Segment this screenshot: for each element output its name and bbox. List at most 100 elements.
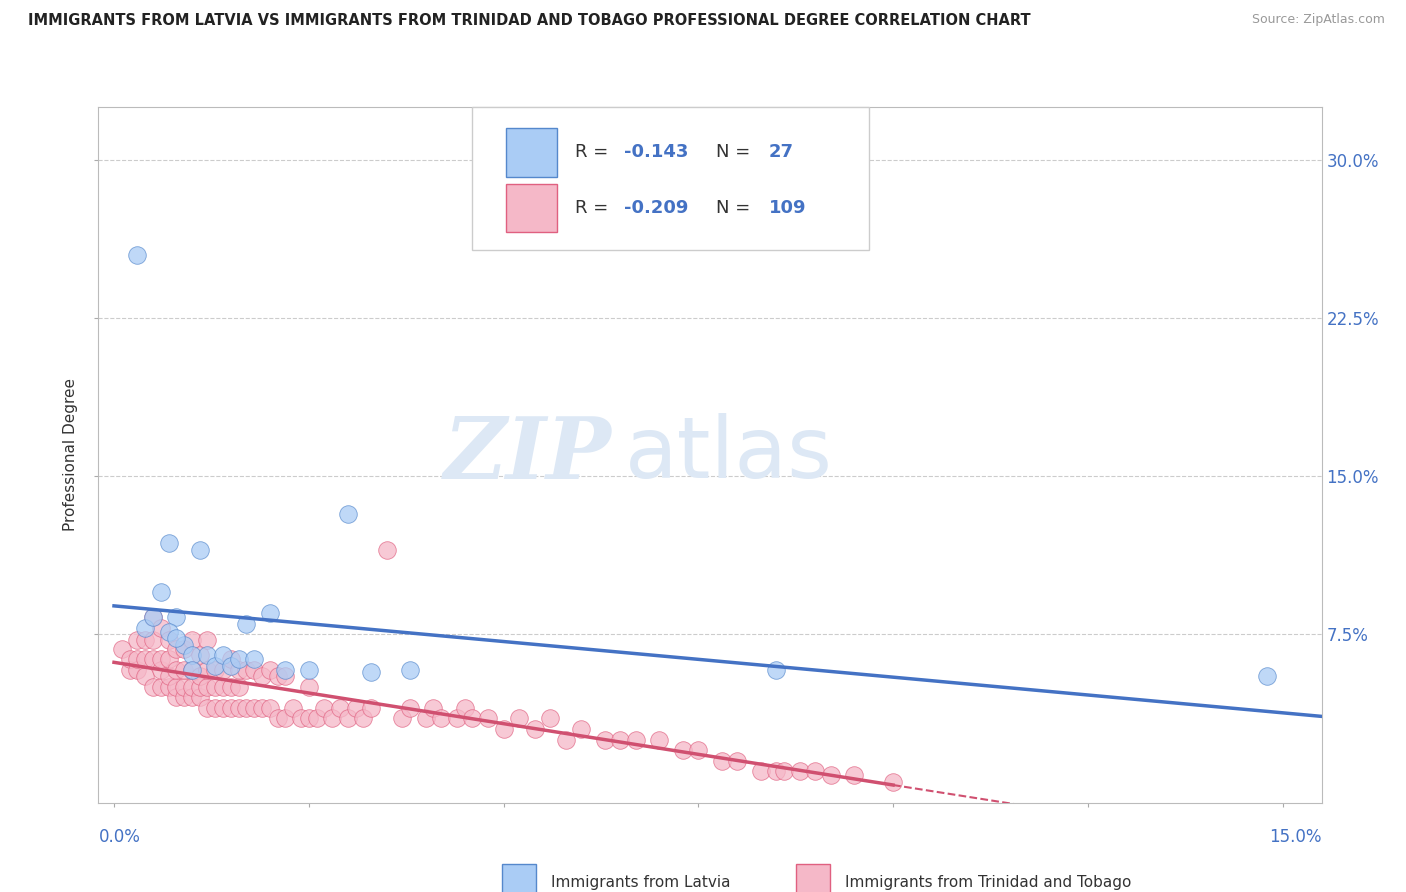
- Text: 15.0%: 15.0%: [1270, 828, 1322, 846]
- Point: [134, 633, 156, 648]
- Text: N =: N =: [716, 144, 756, 161]
- Point: [219, 680, 242, 694]
- Point: [593, 732, 616, 747]
- Point: [243, 652, 266, 666]
- Point: [157, 680, 180, 694]
- Point: [149, 621, 172, 635]
- Point: [228, 701, 250, 715]
- Point: [453, 701, 475, 715]
- Point: [212, 680, 235, 694]
- Point: [212, 701, 235, 715]
- Point: [648, 732, 671, 747]
- Point: [228, 663, 250, 677]
- Point: [336, 711, 359, 725]
- Point: [523, 722, 546, 736]
- Point: [173, 663, 195, 677]
- Point: [352, 711, 374, 725]
- Point: [127, 652, 149, 666]
- Point: [259, 701, 281, 715]
- Point: [360, 665, 382, 679]
- FancyBboxPatch shape: [506, 128, 557, 177]
- Point: [157, 625, 180, 640]
- Point: [228, 652, 250, 666]
- Point: [461, 711, 484, 725]
- Point: [180, 663, 202, 677]
- Text: Immigrants from Latvia: Immigrants from Latvia: [551, 875, 731, 890]
- Point: [415, 711, 437, 725]
- Point: [165, 641, 187, 656]
- Text: -0.143: -0.143: [624, 144, 689, 161]
- FancyBboxPatch shape: [471, 107, 869, 250]
- Point: [188, 648, 211, 663]
- Point: [188, 680, 211, 694]
- Point: [219, 701, 242, 715]
- Point: [446, 711, 468, 725]
- Point: [173, 680, 195, 694]
- Point: [127, 247, 149, 261]
- Point: [149, 663, 172, 677]
- Point: [314, 701, 336, 715]
- Point: [228, 680, 250, 694]
- Point: [165, 632, 187, 646]
- Point: [422, 701, 444, 715]
- Point: [188, 669, 211, 683]
- Point: [820, 768, 842, 782]
- Point: [127, 663, 149, 677]
- Point: [688, 743, 710, 757]
- Point: [765, 764, 787, 779]
- Point: [188, 542, 211, 557]
- Point: [197, 633, 219, 648]
- Point: [274, 669, 297, 683]
- Point: [180, 663, 202, 677]
- Text: 27: 27: [769, 144, 794, 161]
- Text: ZIP: ZIP: [444, 413, 612, 497]
- Point: [204, 658, 226, 673]
- Text: IMMIGRANTS FROM LATVIA VS IMMIGRANTS FROM TRINIDAD AND TOBAGO PROFESSIONAL DEGRE: IMMIGRANTS FROM LATVIA VS IMMIGRANTS FRO…: [28, 13, 1031, 29]
- Point: [173, 638, 195, 652]
- Point: [197, 648, 219, 663]
- Point: [321, 711, 343, 725]
- Point: [773, 764, 796, 779]
- Point: [391, 711, 413, 725]
- Point: [219, 658, 242, 673]
- Point: [204, 680, 226, 694]
- Point: [804, 764, 827, 779]
- Y-axis label: Professional Degree: Professional Degree: [63, 378, 79, 532]
- Point: [188, 690, 211, 705]
- Point: [165, 680, 187, 694]
- Point: [173, 641, 195, 656]
- Point: [173, 690, 195, 705]
- Text: R =: R =: [575, 144, 614, 161]
- FancyBboxPatch shape: [502, 863, 536, 892]
- Point: [1256, 669, 1278, 683]
- Text: R =: R =: [575, 199, 614, 217]
- Point: [243, 663, 266, 677]
- Point: [235, 616, 257, 631]
- Point: [375, 542, 398, 557]
- Point: [344, 701, 367, 715]
- Point: [882, 774, 904, 789]
- Point: [149, 680, 172, 694]
- Point: [250, 669, 273, 683]
- Point: [298, 680, 321, 694]
- Text: Source: ZipAtlas.com: Source: ZipAtlas.com: [1251, 13, 1385, 27]
- Text: 109: 109: [769, 199, 806, 217]
- Point: [149, 652, 172, 666]
- Point: [290, 711, 312, 725]
- Point: [142, 680, 165, 694]
- Point: [710, 754, 733, 768]
- Point: [274, 663, 297, 677]
- Point: [305, 711, 328, 725]
- Point: [624, 732, 647, 747]
- Point: [142, 610, 165, 624]
- Point: [336, 507, 359, 521]
- Point: [134, 652, 156, 666]
- Point: [157, 536, 180, 550]
- Point: [142, 610, 165, 624]
- Point: [127, 633, 149, 648]
- Point: [157, 652, 180, 666]
- Point: [609, 732, 631, 747]
- Point: [118, 652, 141, 666]
- Text: N =: N =: [716, 199, 756, 217]
- Point: [672, 743, 695, 757]
